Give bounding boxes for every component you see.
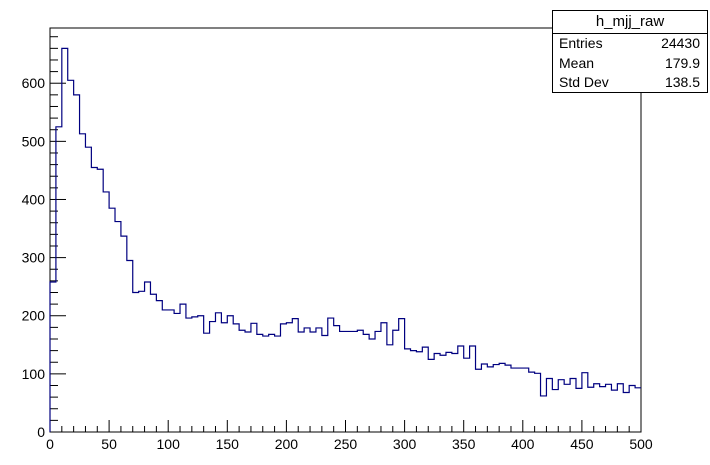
x-tick-label: 100 <box>157 436 181 452</box>
y-tick-label: 500 <box>22 133 46 149</box>
histogram-line <box>49 47 641 432</box>
x-tick-label: 200 <box>275 436 299 452</box>
y-tick-label: 200 <box>22 308 46 324</box>
y-tick-label: 300 <box>22 250 46 266</box>
y-tick-label: 600 <box>22 75 46 91</box>
stats-label: Mean <box>559 54 595 71</box>
x-tick-label: 150 <box>216 436 240 452</box>
y-tick-label: 100 <box>22 366 46 382</box>
stats-value: 179.9 <box>664 54 700 71</box>
stats-box: h_mjj_raw Entries 24430 Mean 179.9 Std D… <box>552 10 708 93</box>
x-tick-label: 50 <box>101 436 117 452</box>
x-tick-label: 500 <box>629 436 653 452</box>
x-tick-label: 250 <box>334 436 358 452</box>
y-tick-label: 400 <box>22 191 46 207</box>
x-tick-label: 300 <box>393 436 417 452</box>
stats-value: 24430 <box>661 35 700 51</box>
stats-row-entries: Entries 24430 <box>553 34 707 54</box>
stats-row-mean: Mean 179.9 <box>553 54 707 74</box>
x-axis: 0 50 100 150 200 250 300 350 400 450 500 <box>46 420 653 452</box>
x-tick-label: 350 <box>452 436 476 452</box>
y-tick-label: 0 <box>37 424 45 440</box>
stats-label: Std Dev <box>559 74 609 90</box>
stats-row-stddev: Std Dev 138.5 <box>553 73 707 93</box>
stats-title: h_mjj_raw <box>553 11 707 34</box>
x-tick-label: 450 <box>570 436 594 452</box>
x-tick-label: 0 <box>46 436 54 452</box>
x-tick-label: 400 <box>511 436 535 452</box>
stats-label: Entries <box>559 35 603 51</box>
y-axis: 0 100 200 300 400 500 600 <box>22 36 66 440</box>
stats-value: 138.5 <box>664 74 700 90</box>
